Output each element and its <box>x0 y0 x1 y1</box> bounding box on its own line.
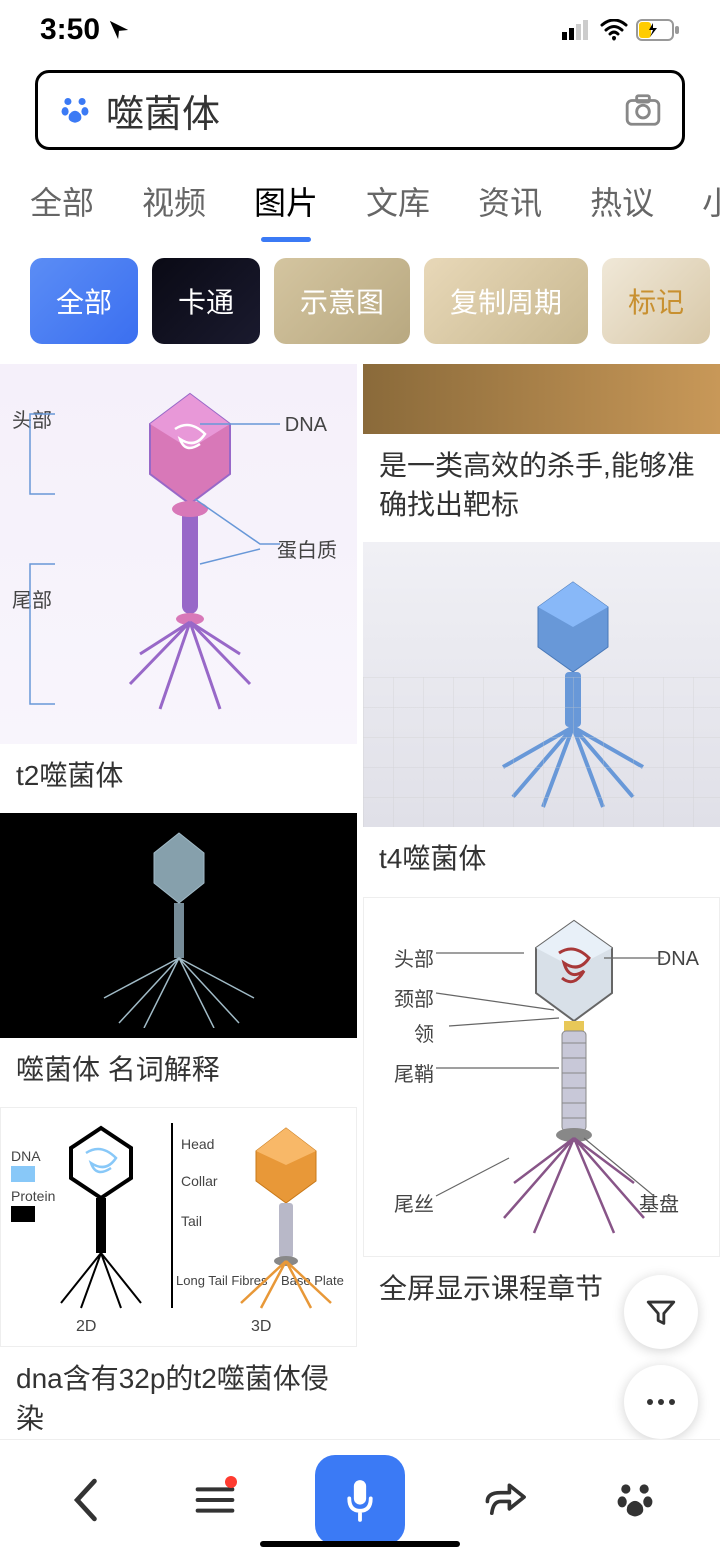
result-image: 头部 尾部 DNA 蛋白质 <box>0 364 357 744</box>
phage-xray <box>89 823 269 1028</box>
more-button[interactable] <box>624 1365 698 1439</box>
diagram-label: Collar <box>181 1173 218 1189</box>
tab-hot[interactable]: 热议 <box>590 170 654 242</box>
menu-icon <box>195 1483 235 1517</box>
baidu-paw-icon <box>613 1478 657 1522</box>
image-card[interactable]: 头部 尾部 DNA 蛋白质 t2噬菌体 <box>0 364 357 807</box>
notification-dot <box>225 1476 237 1488</box>
share-button[interactable] <box>475 1470 535 1530</box>
status-time: 3:50 <box>40 13 130 47</box>
chip-cartoon[interactable]: 卡通 <box>152 258 260 344</box>
filter-chips: 全部 卡通 示意图 复制周期 标记 <box>0 242 720 364</box>
image-caption: dna含有32p的t2噬菌体侵染 <box>0 1347 357 1449</box>
chip-cycle[interactable]: 复制周期 <box>424 258 588 344</box>
search-box[interactable]: 噬菌体 <box>35 70 685 150</box>
location-icon <box>108 19 130 41</box>
diagram-label: Head <box>181 1136 214 1152</box>
wifi-icon <box>600 19 628 41</box>
voice-search-button[interactable] <box>315 1455 405 1545</box>
search-container: 噬菌体 <box>0 60 720 160</box>
tab-video[interactable]: 视频 <box>142 170 206 242</box>
back-button[interactable] <box>55 1470 115 1530</box>
chip-mark[interactable]: 标记 <box>602 258 710 344</box>
more-icon <box>644 1398 678 1406</box>
tab-wenku[interactable]: 文库 <box>366 170 430 242</box>
result-image <box>363 364 720 434</box>
status-icons <box>562 19 680 41</box>
baidu-home-button[interactable] <box>605 1470 665 1530</box>
tab-more[interactable]: 小 <box>702 170 720 242</box>
grid-col-left: 头部 尾部 DNA 蛋白质 t2噬菌体 <box>0 364 357 1450</box>
image-card[interactable]: 头部 颈部 领 尾鞘 尾丝 基盘 DNA <box>363 897 720 1320</box>
diagram-label: 3D <box>251 1318 271 1336</box>
image-caption: t4噬菌体 <box>363 827 720 890</box>
diagram-label: 2D <box>76 1318 96 1336</box>
filter-icon <box>644 1295 678 1329</box>
diagram-lines <box>0 364 357 744</box>
camera-icon[interactable] <box>624 91 662 129</box>
image-caption: 噬菌体 名词解释 <box>0 1038 357 1101</box>
image-card[interactable]: DNA Protein Head Collar Tail Long Tail F… <box>0 1107 357 1449</box>
result-image <box>363 542 720 827</box>
tab-news[interactable]: 资讯 <box>478 170 542 242</box>
battery-icon <box>636 19 680 41</box>
chip-diagram[interactable]: 示意图 <box>274 258 410 344</box>
status-bar: 3:50 <box>0 0 720 60</box>
label-lines <box>364 898 720 1257</box>
diagram-label: Tail <box>181 1213 202 1229</box>
tab-all[interactable]: 全部 <box>30 170 94 242</box>
image-card[interactable]: t4噬菌体 <box>363 542 720 890</box>
baidu-logo-icon <box>58 93 92 127</box>
signal-icon <box>562 20 592 40</box>
time-label: 3:50 <box>40 13 100 47</box>
tab-images[interactable]: 图片 <box>254 170 318 242</box>
grid-floor <box>363 677 720 827</box>
back-icon <box>71 1478 99 1522</box>
result-image: DNA Protein Head Collar Tail Long Tail F… <box>0 1107 357 1347</box>
phage-3d <box>221 1123 351 1313</box>
search-tabs: 全部 视频 图片 文库 资讯 热议 小 <box>0 160 720 242</box>
chip-all[interactable]: 全部 <box>30 258 138 344</box>
diagram-label: DNA <box>11 1148 41 1164</box>
image-caption: t2噬菌体 <box>0 744 357 807</box>
home-indicator[interactable] <box>260 1541 460 1547</box>
share-icon <box>483 1480 527 1520</box>
mic-icon <box>343 1477 377 1523</box>
search-query: 噬菌体 <box>106 83 610 138</box>
filter-button[interactable] <box>624 1275 698 1349</box>
image-card[interactable]: 噬菌体 名词解释 <box>0 813 357 1101</box>
menu-button[interactable] <box>185 1470 245 1530</box>
result-image: 头部 颈部 领 尾鞘 尾丝 基盘 DNA <box>363 897 720 1257</box>
image-grid: 头部 尾部 DNA 蛋白质 t2噬菌体 <box>0 364 720 1450</box>
image-caption: 是一类高效的杀手,能够准确找出靶标 <box>363 434 720 536</box>
phage-2d <box>46 1123 156 1313</box>
result-image <box>0 813 357 1038</box>
image-card[interactable]: 是一类高效的杀手,能够准确找出靶标 <box>363 364 720 536</box>
